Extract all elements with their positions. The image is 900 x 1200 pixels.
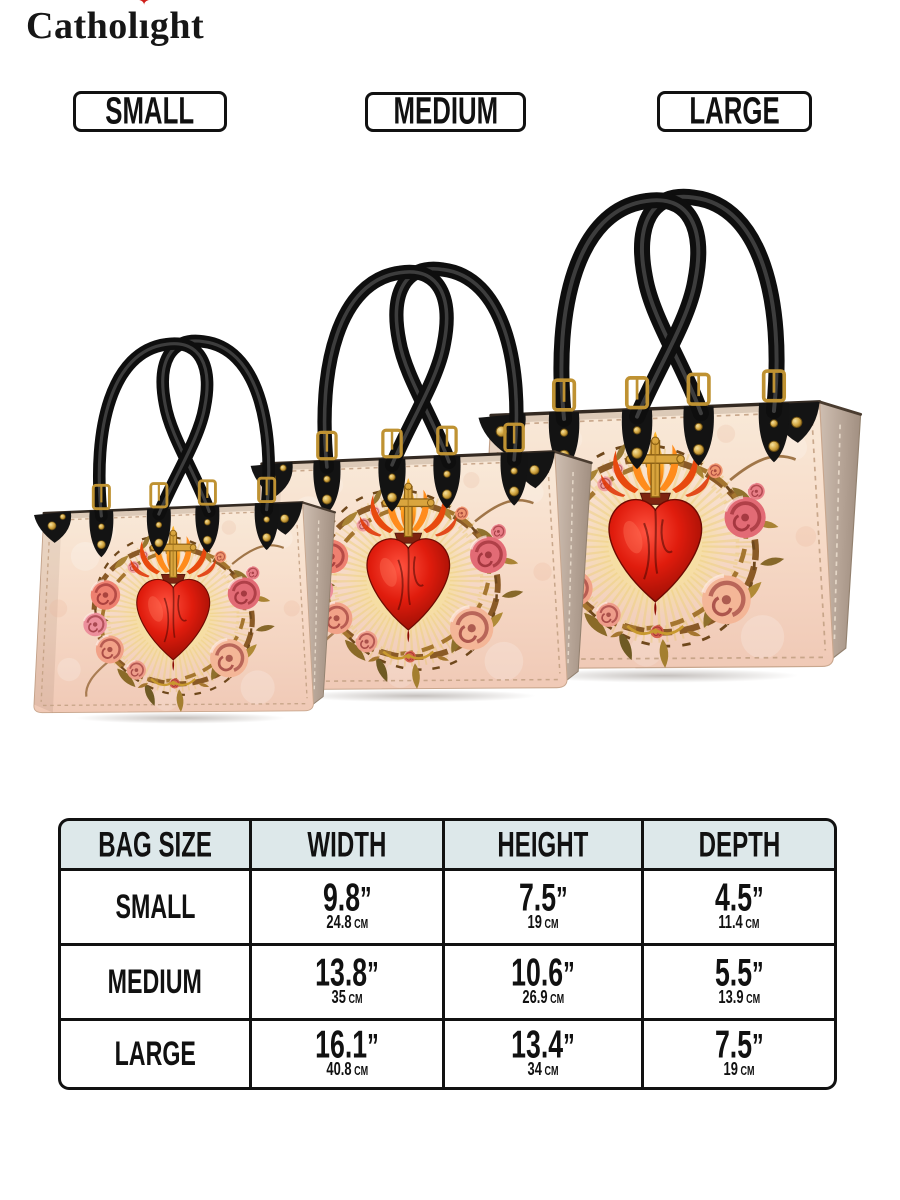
row-large-size-name: LARGE xyxy=(61,1021,249,1087)
size-tab-large: LARGE xyxy=(657,90,812,132)
cell-large-width: 16.1” 40.8 CM xyxy=(252,1021,442,1087)
size-tab-medium: MEDIUM xyxy=(365,90,526,133)
cell-small-height: 7.5” 19 CM xyxy=(445,871,641,943)
size-tab-small: SMALL xyxy=(73,90,227,132)
logo-sparkle-icon: ✦ xyxy=(138,0,151,9)
size-tab-small-label: SMALL xyxy=(105,90,195,132)
cell-large-height: 13.4” 34 CM xyxy=(445,1021,641,1087)
column-header-height: HEIGHT xyxy=(445,821,641,868)
size-tab-large-label: LARGE xyxy=(689,90,780,132)
cell-large-depth: 7.5” 19 CM xyxy=(644,1021,834,1087)
cell-small-depth: 4.5” 11.4 CM xyxy=(644,871,834,943)
size-tab-medium-label: MEDIUM xyxy=(393,90,498,133)
bag-image-small xyxy=(22,312,346,727)
column-header-width: WIDTH xyxy=(252,821,442,868)
cell-small-width: 9.8” 24.8 CM xyxy=(252,871,442,943)
row-medium-size-name: MEDIUM xyxy=(61,946,249,1018)
cell-medium-depth: 5.5” 13.9 CM xyxy=(644,946,834,1018)
logo-text-post: ght xyxy=(149,5,205,47)
column-header-bag-size: BAG SIZE xyxy=(61,821,249,868)
column-header-depth: DEPTH xyxy=(644,821,834,868)
cell-medium-width: 13.8” 35 CM xyxy=(252,946,442,1018)
row-small-size-name: SMALL xyxy=(61,871,249,943)
logo-letter-i: ı ✦ xyxy=(139,0,150,48)
size-table: BAG SIZE WIDTH HEIGHT DEPTH SMALL 9.8” 2… xyxy=(58,818,837,1090)
logo-text-pre: Cathol xyxy=(26,5,139,47)
brand-logo: Catholı ✦ ght xyxy=(26,0,205,48)
cell-medium-height: 10.6” 26.9 CM xyxy=(445,946,641,1018)
